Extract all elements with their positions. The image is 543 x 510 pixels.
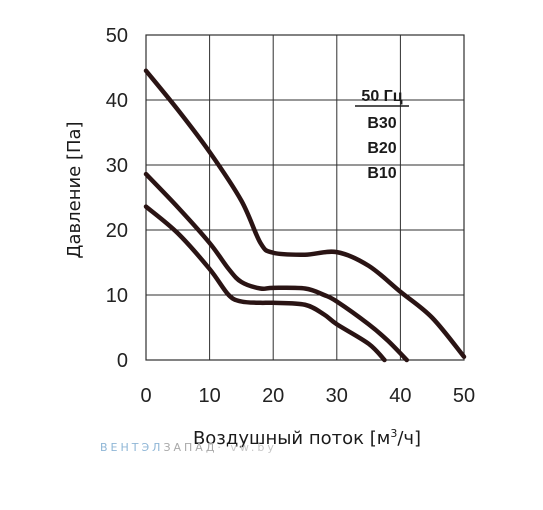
watermark-part2: ЗАПАД [163,441,217,454]
x-tick-label-4: 40 [389,385,411,407]
y-tick-label-0: 0 [117,350,128,372]
legend-label-b30: B30 [367,115,396,132]
watermark-part1: ВЕНТЭЛ [100,441,163,454]
x-axis-title-main: Воздушный поток [м [193,428,390,449]
x-axis-title-end: /ч] [397,428,421,449]
watermark: ВЕНТЭЛЗАПАД· vw.by [100,441,277,454]
x-tick-label-3: 30 [326,385,348,407]
y-tick-label-1: 10 [106,285,128,307]
x-axis-title: Воздушный поток [м3/ч] [193,427,421,449]
x-tick-label-1: 10 [198,385,220,407]
y-tick-label-2: 20 [106,220,128,242]
series-line-b20 [143,171,410,363]
x-tick-label-5: 50 [453,385,475,407]
y-tick-label-3: 30 [106,155,128,177]
watermark-part3: · vw.by [217,441,276,454]
x-tick-labels: 0 10 20 30 40 50 [140,385,475,407]
y-tick-labels: 0 10 20 30 40 50 [106,25,128,372]
y-tick-label-4: 40 [106,90,128,112]
plot-frame [145,34,465,361]
series-lines [143,68,467,363]
legend-title: 50 Гц [361,88,402,105]
legend: 50 Гц B30 B20 B10 [355,88,409,182]
x-tick-label-2: 20 [262,385,284,407]
x-tick-label-0: 0 [140,385,151,407]
legend-label-b10: B10 [367,165,396,182]
series-line-b30 [143,68,467,359]
series-line-b10 [143,204,387,363]
y-axis-title: Давление [Па] [64,121,85,258]
plot-border [145,34,465,361]
y-tick-label-5: 50 [106,25,128,47]
x-axis-title-superscript: 3 [390,427,397,440]
legend-label-b20: B20 [367,140,396,157]
